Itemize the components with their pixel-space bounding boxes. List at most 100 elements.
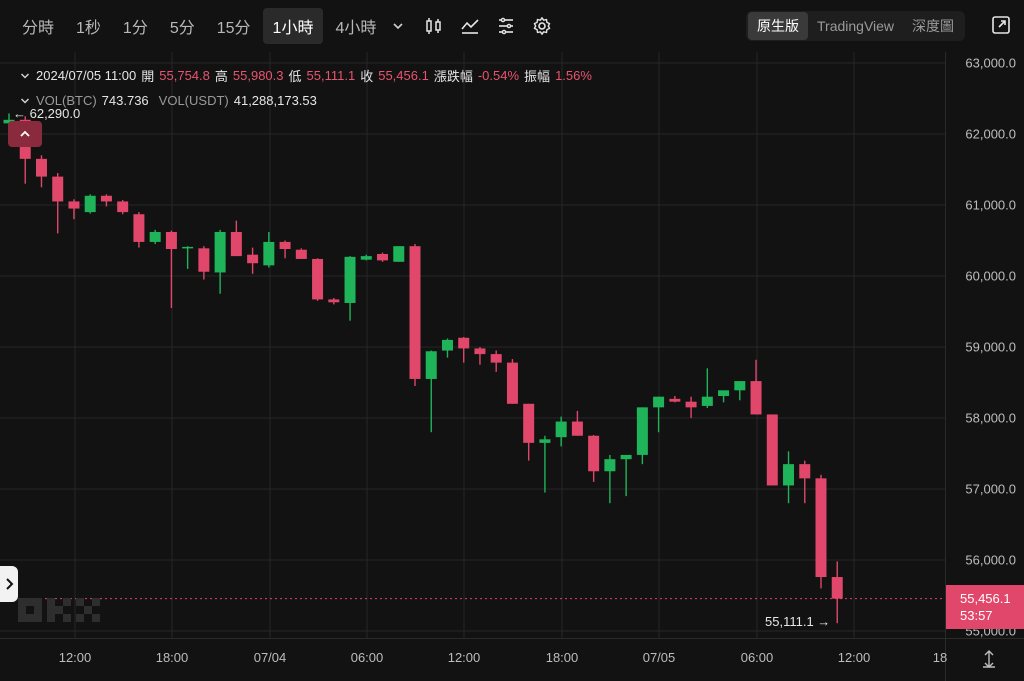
candle-body [799,464,811,479]
candle [133,212,145,248]
candle [214,229,226,294]
candle-body [620,454,632,460]
candle-body [636,407,648,455]
candle [799,460,811,504]
candle [425,350,437,433]
view-tradingview[interactable]: TradingView [817,18,895,34]
settings-list-icon[interactable] [488,12,524,40]
candle [506,359,518,404]
timeframe-1h[interactable]: 1小時 [262,8,324,44]
candle [718,390,730,403]
time-tick: 06:00 [740,650,774,665]
candle-body [328,299,340,303]
candle [458,337,470,363]
candlestick-chart[interactable] [0,52,945,638]
candle-body [669,398,681,402]
candle [165,230,177,308]
timeframe-5m[interactable]: 5分 [169,20,195,37]
candle [247,247,259,274]
candle-body [360,256,372,260]
view-native[interactable]: 原生版 [748,12,808,40]
price-tick: 56,000.0 [965,552,1016,568]
candle-body [230,231,242,257]
gear-icon[interactable] [524,12,560,40]
candle-body [653,396,665,408]
time-tick: 06:00 [350,650,384,665]
legend-open-label: 開 [141,69,155,84]
candle [52,173,64,234]
candle [35,155,47,188]
candle [68,199,80,220]
chevron-down-icon[interactable] [18,69,32,83]
time-tick: 18:00 [155,650,189,665]
ohlc-legend: 2024/07/05 11:00 開 55,754.8 高 55,980.3 低… [18,66,597,85]
candle [701,368,713,409]
candle-body [555,421,567,438]
axis-scale-icon[interactable] [978,648,1000,670]
candle [474,347,486,365]
candle-body [133,214,145,242]
timeframe-1s[interactable]: 1秒 [76,20,101,37]
collapse-legend-button[interactable] [8,121,42,147]
price-axis[interactable]: 63,000.0 62,000.0 61,000.0 60,000.0 59,0… [945,52,1024,639]
candle-body [474,348,486,355]
expand-panel-button[interactable] [0,566,18,602]
candle [409,244,421,387]
price-tick: 62,000.0 [965,126,1016,142]
candle [198,246,210,280]
view-switch: 原生版 TradingView 深度圖 [746,11,966,41]
candle-body [734,381,746,391]
candle-body [165,231,177,250]
price-tick: 61,000.0 [965,197,1016,213]
timeframe-fenshi[interactable]: 分時 [22,20,55,37]
price-tick: 60,000.0 [965,268,1016,284]
candle [100,194,112,207]
candle-body [588,435,600,472]
indicator-icon[interactable] [452,12,488,40]
candle [734,381,746,401]
chevron-down-icon[interactable] [388,12,408,40]
candle-body [409,246,421,379]
candle-body [35,158,47,177]
candle [783,451,795,504]
candlestick-type-icon[interactable] [416,12,452,40]
candle-body [539,439,551,443]
time-tick: 18 [932,650,948,665]
candle-body [84,195,96,213]
candle [571,410,583,436]
candle-body [458,337,470,349]
low-price-marker: 55,111.1 → [765,614,831,629]
candle-countdown: 53:57 [960,608,993,623]
timeframe-1m[interactable]: 1分 [122,20,148,37]
candle [117,200,129,215]
candle-body [750,381,762,415]
timeframe-4h[interactable]: 4小時 [335,20,377,37]
candle [604,454,616,504]
axis-divider-horizontal [0,638,1024,639]
candle-body [247,254,259,264]
candle-body [263,241,275,266]
time-tick: 18:00 [545,650,579,665]
candle-body [182,246,194,249]
chevron-up-icon [20,130,30,137]
candle [669,395,681,403]
time-axis[interactable]: 12:00 18:00 07/04 06:00 12:00 18:00 07/0… [0,638,948,681]
legend-close: 55,456.1 [378,68,429,83]
candle [182,246,194,269]
current-price-tag: 55,456.1 53:57 [946,585,1024,629]
candle-body [377,253,389,261]
timeframe-selector: 分時 1秒 1分 5分 15分 1小時 4小時 [0,8,560,44]
candle [263,231,275,268]
candle-body [279,241,291,250]
volume-legend: VOL(BTC) 743.736 VOL(USDT) 41,288,173.53 [18,93,322,108]
chevron-down-icon[interactable] [18,94,32,108]
view-depth[interactable]: 深度圖 [912,18,955,34]
legend-change: -0.54% [477,68,520,83]
legend-high: 55,980.3 [232,68,284,83]
candle-body [425,351,437,379]
legend-amplitude: 1.56% [555,68,592,83]
legend-vol-btc: 743.736 [101,93,149,108]
fullscreen-icon[interactable] [988,12,1014,38]
price-tick: 59,000.0 [965,339,1016,355]
timeframe-15m[interactable]: 15分 [216,20,251,37]
